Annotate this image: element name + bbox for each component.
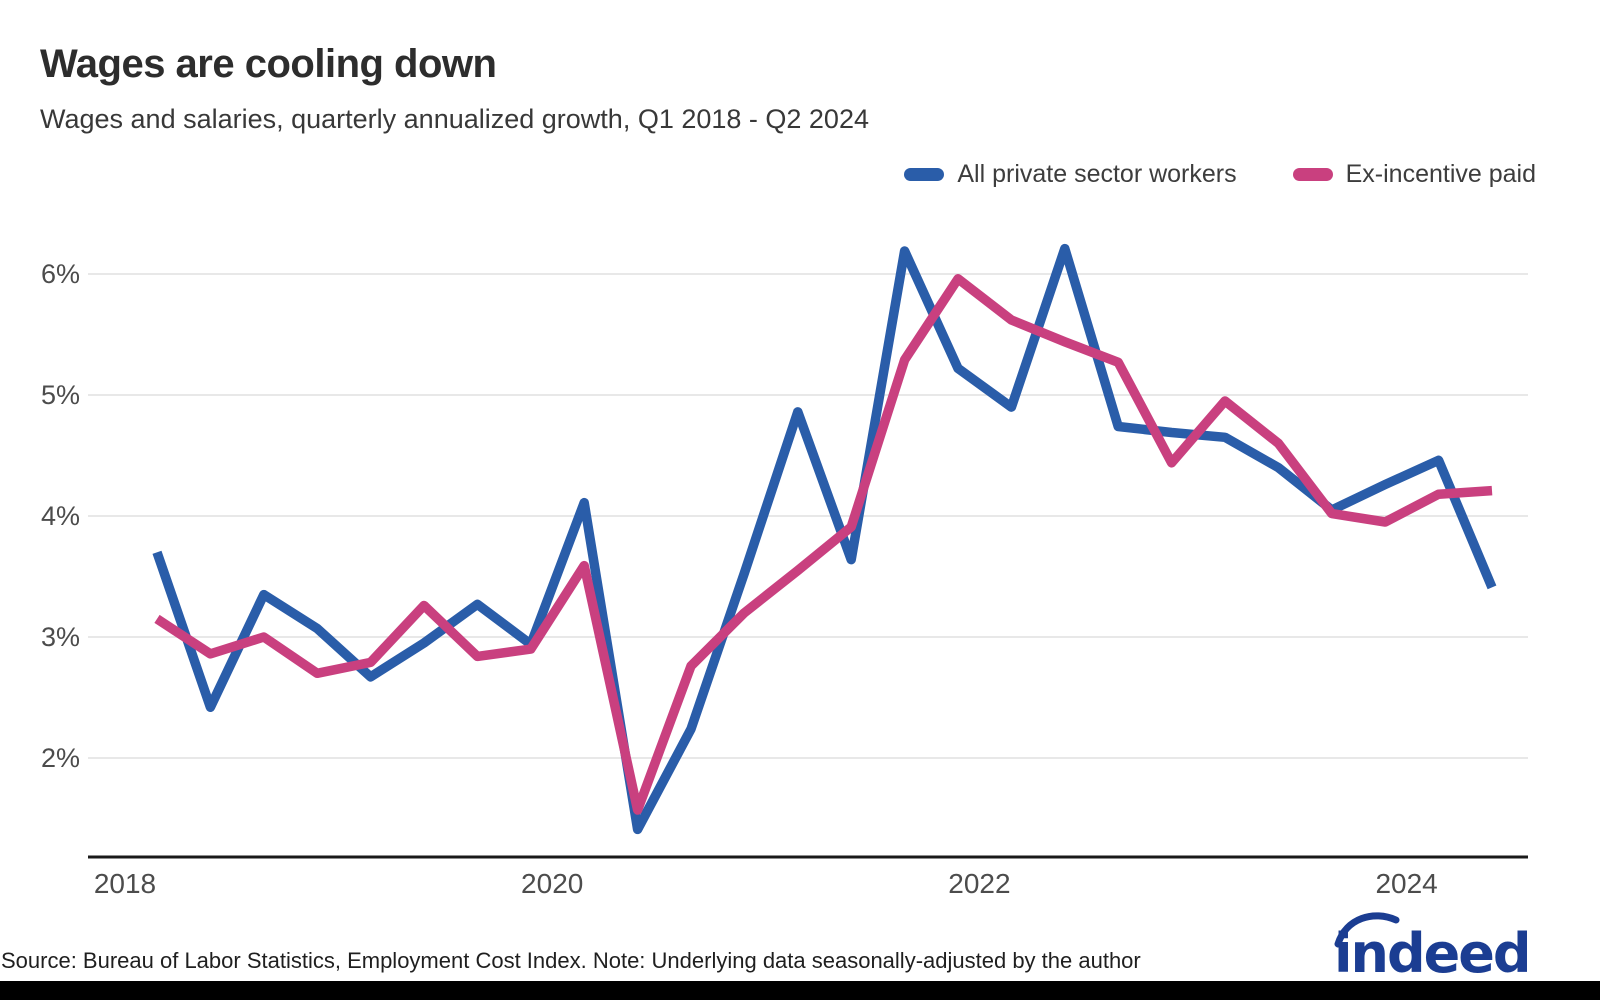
series-line-all-private [152, 243, 1497, 835]
bottom-black-bar [0, 981, 1600, 1000]
y-tick-label: 5% [41, 380, 80, 410]
legend-swatch-blue-icon [904, 168, 945, 181]
indeed-logo-swoosh-icon [1334, 912, 1400, 948]
legend: All private sector workers Ex-incentive … [904, 160, 1536, 189]
legend-label: All private sector workers [957, 160, 1237, 188]
legend-label: Ex-incentive paid [1345, 160, 1536, 188]
chart-subtitle: Wages and salaries, quarterly annualized… [40, 104, 869, 134]
x-tick-label-2020: 2020 [521, 868, 583, 899]
y-tick-label: 2% [41, 743, 80, 773]
series-line-ex-incentive [154, 274, 1493, 815]
chart-title: Wages are cooling down [40, 42, 497, 86]
x-tick-label-2022: 2022 [948, 868, 1010, 899]
y-tick-label: 6% [41, 259, 80, 289]
legend-item-all-private: All private sector workers [904, 160, 1237, 189]
indeed-logo: indeed [1334, 912, 1532, 982]
legend-item-ex-incentive: Ex-incentive paid [1292, 160, 1536, 189]
y-tick-label: 3% [41, 622, 80, 652]
x-tick-label-2018: 2018 [94, 868, 156, 899]
source-note: Source: Bureau of Labor Statistics, Empl… [1, 948, 1141, 973]
y-tick-label: 4% [41, 501, 80, 531]
indeed-logo-text: indeed [1334, 922, 1530, 982]
legend-swatch-pink-icon [1292, 168, 1333, 181]
x-tick-label-2024: 2024 [1375, 868, 1437, 899]
